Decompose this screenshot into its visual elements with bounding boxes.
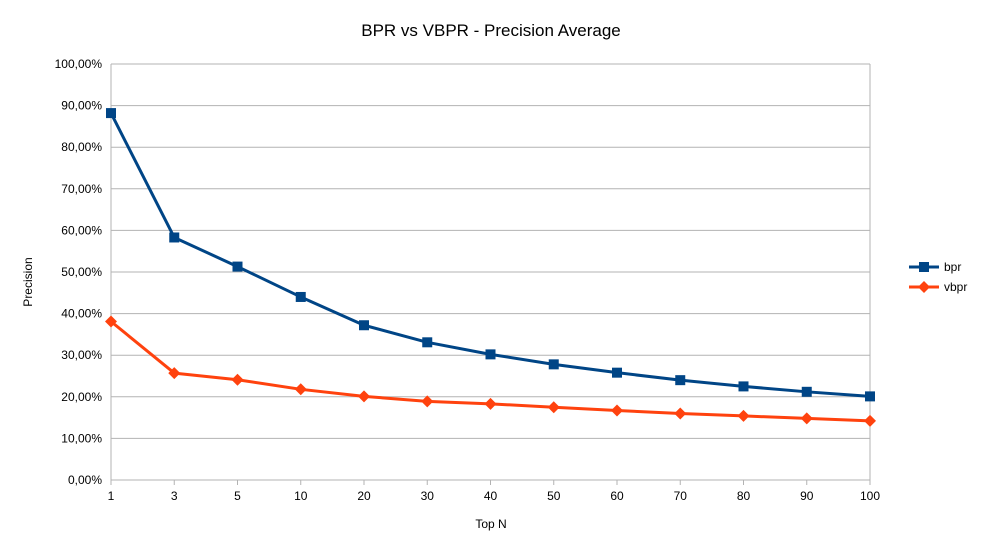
series-layer xyxy=(105,108,876,427)
bpr-point xyxy=(612,367,622,378)
x-tick-label: 3 xyxy=(171,489,178,503)
x-tick-label: 100 xyxy=(860,489,880,503)
legend-marker-vbpr xyxy=(918,281,930,293)
vbpr-point xyxy=(358,390,370,403)
y-tick-label: 100,00% xyxy=(55,57,103,71)
vbpr-point xyxy=(105,315,117,328)
x-tick-label: 50 xyxy=(547,489,561,503)
vbpr-point xyxy=(864,414,876,427)
x-axis-label: Top N xyxy=(475,517,506,531)
y-tick-label: 50,00% xyxy=(61,265,102,279)
bpr-point xyxy=(295,291,306,302)
vbpr-point xyxy=(421,395,434,408)
bpr-point xyxy=(548,359,559,370)
bpr-point xyxy=(359,320,369,331)
x-axis-ticks: 1 3 5 10 20 30 40 50 60 70 80 90 100 xyxy=(108,480,880,503)
x-tick-label: 10 xyxy=(294,489,308,503)
bpr-point xyxy=(106,108,116,119)
bpr-point xyxy=(738,381,749,392)
x-tick-label: 90 xyxy=(800,489,814,503)
x-tick-label: 40 xyxy=(484,489,498,503)
vbpr-point xyxy=(674,407,687,420)
vbpr-point xyxy=(800,412,813,425)
bpr-point xyxy=(675,375,686,386)
bpr-point xyxy=(801,386,812,397)
y-tick-label: 0,00% xyxy=(68,473,102,487)
y-tick-label: 30,00% xyxy=(61,348,102,362)
x-tick-label: 5 xyxy=(234,489,241,503)
x-tick-label: 30 xyxy=(421,489,435,503)
x-tick-label: 70 xyxy=(674,489,688,503)
vbpr-point xyxy=(547,401,560,414)
y-axis-ticks: 0,00% 10,00% 20,00% 30,00% 40,00% 50,00% 60,00… xyxy=(55,57,103,487)
chart-title: BPR vs VBPR - Precision Average xyxy=(361,21,621,40)
x-tick-label: 80 xyxy=(737,489,751,503)
bpr-point xyxy=(232,261,243,272)
y-tick-label: 80,00% xyxy=(61,140,102,154)
y-tick-label: 70,00% xyxy=(61,182,102,196)
vbpr-point xyxy=(611,404,623,417)
y-tick-label: 60,00% xyxy=(61,223,102,237)
vbpr-point xyxy=(168,367,181,380)
y-tick-label: 10,00% xyxy=(61,431,102,445)
y-axis-label: Precision xyxy=(21,257,35,306)
y-tick-label: 90,00% xyxy=(61,99,102,113)
x-tick-label: 60 xyxy=(610,489,624,503)
bpr-point xyxy=(422,337,433,348)
vbpr-point xyxy=(231,373,244,386)
gridlines xyxy=(110,63,871,481)
x-tick-label: 20 xyxy=(357,489,371,503)
vbpr-point xyxy=(737,409,750,422)
bpr-point xyxy=(865,391,875,402)
bpr-point xyxy=(485,349,496,360)
legend-label-vbpr: vbpr xyxy=(944,280,967,294)
bpr-point xyxy=(169,232,180,243)
vbpr-point xyxy=(484,397,497,410)
legend-marker-bpr xyxy=(919,262,929,272)
vbpr-point xyxy=(294,383,307,396)
x-tick-label: 1 xyxy=(108,489,115,503)
y-tick-label: 20,00% xyxy=(61,390,102,404)
legend: bpr vbpr xyxy=(909,260,967,294)
y-tick-label: 40,00% xyxy=(61,307,102,321)
legend-label-bpr: bpr xyxy=(944,260,961,274)
